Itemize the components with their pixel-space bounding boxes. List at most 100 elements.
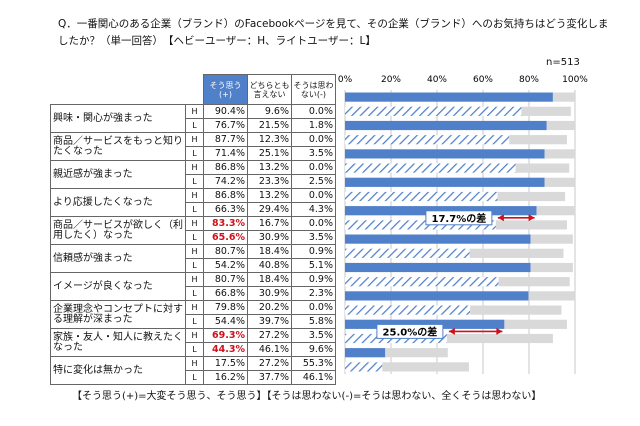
table-row: L 74.2% 23.3% 2.5% [51, 174, 336, 189]
bar-neutral-L [495, 220, 567, 230]
bar-positive-L [345, 106, 522, 116]
arrowhead [448, 327, 455, 335]
data-label: 0.0% [291, 160, 336, 175]
data-label: 86.8% [203, 188, 248, 203]
bar-positive-L [345, 362, 383, 372]
annotation-label: 17.7%の差 [432, 212, 487, 225]
user-type-label: L [185, 258, 204, 273]
bar-neutral-L [446, 333, 553, 344]
data-label: 23.3% [247, 174, 292, 189]
arrowhead [528, 214, 535, 222]
category-label: イメージが良くなった [50, 272, 186, 301]
bar-neutral-H [536, 206, 575, 216]
data-label: 0.9% [291, 272, 336, 287]
data-label: 27.2% [247, 356, 292, 371]
annotation-box [376, 323, 444, 339]
data-label: 54.2% [203, 258, 248, 273]
data-label: 40.8% [247, 258, 292, 273]
x-tick-label: 80% [519, 75, 539, 85]
bar-neutral-L [382, 362, 469, 372]
data-label: 3.5% [291, 230, 336, 245]
bar-neutral-H [544, 149, 575, 159]
bar-neutral-H [530, 262, 573, 273]
user-type-label: L [185, 286, 204, 301]
x-tick-label: 20% [381, 75, 401, 85]
bar-positive-H [345, 262, 531, 273]
table-row: 企業理念やコンセプトに対する理解が深まった H 79.8% 20.2% 0.0% [50, 300, 336, 329]
table-row: 信頼感が強まった H 80.7% 18.4% 0.9% [50, 244, 336, 273]
data-label: 0.0% [291, 216, 336, 231]
data-label: 5.8% [291, 314, 336, 329]
data-label: 3.5% [291, 146, 336, 161]
table-row: L 66.8% 30.9% 2.3% [51, 286, 336, 301]
data-label: 87.7% [203, 132, 248, 147]
data-label: 13.2% [247, 160, 292, 175]
col-header-neutral: どちらとも言えない [247, 74, 292, 105]
data-label: 30.9% [247, 230, 292, 245]
bar-neutral-H [385, 348, 448, 358]
data-label: 86.8% [203, 160, 248, 175]
data-label: 16.2% [203, 370, 248, 385]
bar-positive-L [345, 220, 496, 230]
data-label: 44.3% [203, 342, 248, 357]
data-label: 80.7% [203, 272, 248, 287]
data-label: 4.3% [291, 202, 336, 217]
annotation-label: 25.0%の差 [383, 325, 438, 338]
category-label: より応援したくなった [50, 188, 186, 217]
user-type-label: L [185, 174, 204, 189]
bar-positive-L [345, 333, 447, 344]
bar-neutral-L [469, 248, 564, 258]
user-type-label: L [185, 314, 204, 329]
footnote: 【そう思う(+)=大変そう思う、そう思う】【そうは思わない(-)=そうは思わない… [72, 391, 542, 402]
data-label: 76.7% [203, 118, 248, 133]
sample-size: n=513 [546, 57, 580, 68]
data-label: 79.8% [203, 300, 248, 315]
data-label: 18.4% [247, 272, 292, 287]
data-label: 9.6% [247, 104, 292, 119]
annotation-box [425, 210, 493, 226]
x-tick-label: 40% [427, 75, 447, 85]
bar-neutral-L [515, 163, 570, 173]
data-label: 66.8% [203, 286, 248, 301]
bar-positive-L [345, 163, 516, 173]
bar-neutral-H [552, 92, 575, 102]
data-label: 3.5% [291, 328, 336, 343]
user-type-label: L [185, 370, 204, 385]
bar-positive-L [345, 248, 470, 258]
data-label: 55.3% [291, 356, 336, 371]
category-label: 信頼感が強まった [50, 244, 186, 273]
data-label: 71.4% [203, 146, 248, 161]
x-tick-label: 60% [473, 75, 493, 85]
data-label: 29.4% [247, 202, 292, 217]
question-text: Q．一番関心のある企業（ブランド）のFacebookページを見て、その企業（ブラ… [58, 18, 609, 47]
data-label: 66.3% [203, 202, 248, 217]
table-row: L 66.3% 29.4% 4.3% [51, 202, 336, 217]
data-label: 25.1% [247, 146, 292, 161]
table-row: 商品／サービスをもっと知りたくなった H 87.7% 12.3% 0.0% [50, 132, 336, 161]
bar-neutral-H [530, 234, 573, 244]
data-label: 0.0% [291, 300, 336, 315]
user-type-label: L [185, 118, 204, 133]
table-row: L 65.6% 30.9% 3.5% [51, 230, 336, 245]
data-label: 18.4% [247, 244, 292, 259]
bar-neutral-L [498, 277, 570, 287]
data-label: 0.0% [291, 132, 336, 147]
bar-positive-H [345, 92, 553, 102]
bar-neutral-L [521, 106, 571, 116]
user-type-label: L [185, 146, 204, 161]
bar-neutral-H [546, 120, 575, 131]
table-row: イメージが良くなった H 80.7% 18.4% 0.9% [50, 272, 336, 301]
data-label: 46.1% [247, 342, 292, 357]
col-header-negative: そうは思わない(-) [291, 74, 336, 105]
bar-positive-L [345, 191, 498, 202]
table-row: 家族・友人・知人に教えたくなった H 69.3% 27.2% 3.5% [50, 328, 336, 357]
data-label: 74.2% [203, 174, 248, 189]
x-tick-label: 0% [338, 75, 353, 85]
bar-positive-H [345, 177, 545, 187]
table-row: L 16.2% 37.7% 46.1% [51, 370, 336, 385]
user-type-label: H [185, 104, 204, 119]
data-label: 83.3% [203, 216, 248, 231]
data-label: 69.3% [203, 328, 248, 343]
user-type-label: H [185, 328, 204, 343]
table-row: L 71.4% 25.1% 3.5% [51, 146, 336, 161]
